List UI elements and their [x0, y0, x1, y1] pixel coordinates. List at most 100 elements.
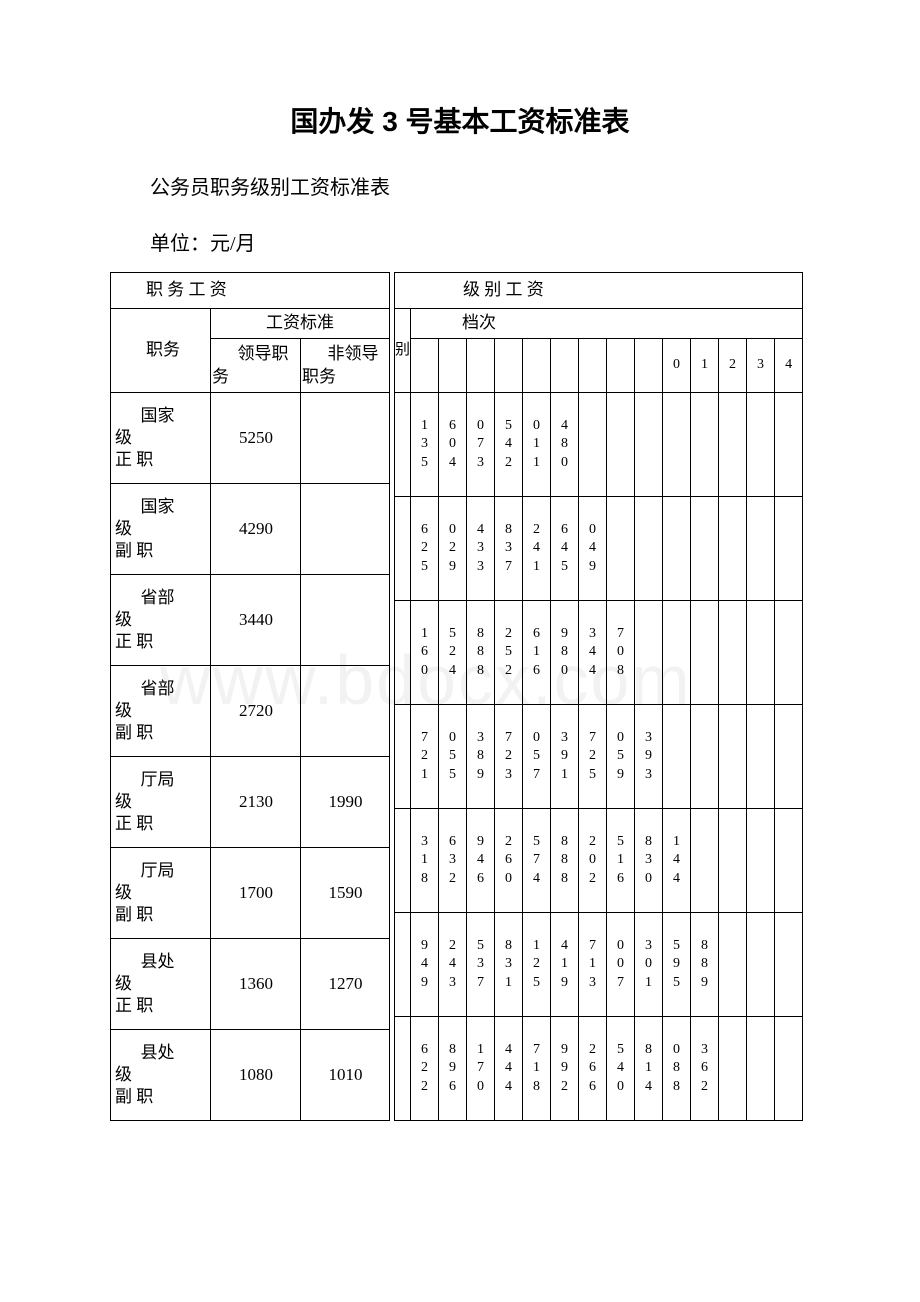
step-value-cell — [747, 393, 775, 497]
step-value-cell — [663, 705, 691, 809]
step-value-cell — [691, 809, 719, 913]
step-value-cell: 241 — [523, 497, 551, 601]
step-value-cell: 537 — [467, 913, 495, 1017]
step-value-cell: 391 — [551, 705, 579, 809]
step-value-cell — [775, 497, 803, 601]
table-row: 160524888252616980344708 — [395, 601, 803, 705]
step-value-cell — [719, 497, 747, 601]
step-value-cell: 029 — [439, 497, 467, 601]
step-value-cell: 433 — [467, 497, 495, 601]
step-value-cell: 057 — [523, 705, 551, 809]
level-cell — [395, 809, 411, 913]
position-salary-table: 职 务 工 资 职务 工资标准 领导职务 非领导职务 国家级正 职5250 国家… — [110, 272, 390, 1121]
nonlead-salary-cell: 1010 — [301, 1030, 390, 1121]
step-col-header — [635, 339, 663, 393]
lead-salary-cell: 1360 — [211, 939, 301, 1030]
table-row: 721055389723057391725059393 — [395, 705, 803, 809]
nonlead-salary-cell — [301, 575, 390, 666]
table-row: 国家级正 职5250 — [111, 393, 390, 484]
step-value-cell: 622 — [411, 1017, 439, 1121]
lead-salary-cell: 1700 — [211, 848, 301, 939]
nonlead-header: 非领导职务 — [301, 339, 390, 393]
step-col-header — [411, 339, 439, 393]
nonlead-salary-cell — [301, 484, 390, 575]
step-value-cell: 625 — [411, 497, 439, 601]
step-value-cell — [607, 497, 635, 601]
step-value-cell: 393 — [635, 705, 663, 809]
step-value-cell: 088 — [663, 1017, 691, 1121]
step-value-cell — [691, 705, 719, 809]
step-value-cell: 243 — [439, 913, 467, 1017]
nonlead-salary-cell: 1270 — [301, 939, 390, 1030]
step-value-cell — [747, 601, 775, 705]
step-value-cell — [635, 601, 663, 705]
step-value-cell — [775, 913, 803, 1017]
subtitle: 公务员职务级别工资标准表 — [110, 170, 810, 206]
step-value-cell: 574 — [523, 809, 551, 913]
step-value-cell — [719, 601, 747, 705]
step-value-cell — [663, 601, 691, 705]
step-col-header — [467, 339, 495, 393]
step-value-cell — [663, 497, 691, 601]
level-cell — [395, 1017, 411, 1121]
table-row: 厅局级副 职17001590 — [111, 848, 390, 939]
position-cell: 县处级副 职 — [111, 1030, 211, 1121]
level-header: 别 — [395, 309, 411, 393]
step-value-cell: 007 — [607, 913, 635, 1017]
step-col-header: 3 — [747, 339, 775, 393]
lead-salary-cell: 2720 — [211, 666, 301, 757]
step-value-cell: 718 — [523, 1017, 551, 1121]
step-value-cell: 713 — [579, 913, 607, 1017]
lead-salary-cell: 2130 — [211, 757, 301, 848]
step-col-header — [439, 339, 467, 393]
step-value-cell: 830 — [635, 809, 663, 913]
lead-salary-cell: 5250 — [211, 393, 301, 484]
step-value-cell: 266 — [579, 1017, 607, 1121]
step-value-cell: 616 — [523, 601, 551, 705]
step-value-cell — [663, 393, 691, 497]
nonlead-salary-cell: 1590 — [301, 848, 390, 939]
step-value-cell: 125 — [523, 913, 551, 1017]
step-value-cell — [579, 393, 607, 497]
step-value-cell — [607, 393, 635, 497]
position-cell: 省部级正 职 — [111, 575, 211, 666]
table-row: 省部级副 职2720 — [111, 666, 390, 757]
step-value-cell: 055 — [439, 705, 467, 809]
step-col-header: 4 — [775, 339, 803, 393]
step-value-cell: 831 — [495, 913, 523, 1017]
step-value-cell — [691, 601, 719, 705]
step-value-cell: 540 — [607, 1017, 635, 1121]
step-value-cell — [747, 497, 775, 601]
step-value-cell — [719, 809, 747, 913]
step-value-cell: 992 — [551, 1017, 579, 1121]
table-row: 省部级正 职3440 — [111, 575, 390, 666]
step-col-header: 1 — [691, 339, 719, 393]
step-value-cell: 480 — [551, 393, 579, 497]
step-value-cell: 344 — [579, 601, 607, 705]
step-value-cell: 524 — [439, 601, 467, 705]
lead-salary-cell: 3440 — [211, 575, 301, 666]
step-value-cell: 444 — [495, 1017, 523, 1121]
step-value-cell: 202 — [579, 809, 607, 913]
nonlead-salary-cell — [301, 666, 390, 757]
step-value-cell — [775, 705, 803, 809]
step-value-cell — [635, 497, 663, 601]
step-value-cell — [747, 913, 775, 1017]
lead-salary-cell: 4290 — [211, 484, 301, 575]
step-value-cell: 645 — [551, 497, 579, 601]
step-value-cell — [719, 393, 747, 497]
position-cell: 国家级副 职 — [111, 484, 211, 575]
step-value-cell: 896 — [439, 1017, 467, 1121]
step-value-cell — [719, 705, 747, 809]
step-value-cell: 888 — [551, 809, 579, 913]
step-value-cell: 318 — [411, 809, 439, 913]
table-row: 625029433837241645049 — [395, 497, 803, 601]
step-value-cell: 389 — [467, 705, 495, 809]
step-value-cell: 725 — [579, 705, 607, 809]
step-value-cell: 542 — [495, 393, 523, 497]
nonlead-salary-cell — [301, 393, 390, 484]
step-value-cell: 049 — [579, 497, 607, 601]
step-col-header — [579, 339, 607, 393]
step-value-cell — [719, 1017, 747, 1121]
position-cell: 厅局级副 职 — [111, 848, 211, 939]
